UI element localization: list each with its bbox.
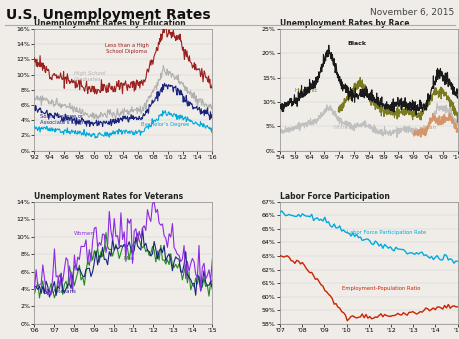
- Text: White: White: [332, 125, 348, 130]
- Text: High School
Graduates: High School Graduates: [73, 72, 105, 82]
- Text: Women: Women: [73, 231, 94, 236]
- Text: Asian: Asian: [421, 125, 437, 130]
- Text: November 6, 2015: November 6, 2015: [369, 8, 453, 18]
- Text: Bachelor's Degree: Bachelor's Degree: [141, 122, 189, 127]
- Text: Unemployment Rates by Race: Unemployment Rates by Race: [279, 19, 409, 28]
- Text: Men: Men: [123, 256, 134, 261]
- Text: Employment-Population Ratio: Employment-Population Ratio: [341, 286, 420, 291]
- Text: Black: Black: [347, 41, 366, 46]
- Text: Labor Force Participation Rate: Labor Force Participation Rate: [347, 230, 426, 235]
- Text: All Veterans: All Veterans: [43, 289, 76, 294]
- Text: U.S. Unemployment Rates: U.S. Unemployment Rates: [6, 8, 210, 22]
- Text: Unemployment Rates by Education: Unemployment Rates by Education: [34, 19, 186, 28]
- Text: Less than a High
School Diploma: Less than a High School Diploma: [105, 43, 149, 54]
- Text: Unemployment Rates for Veterans: Unemployment Rates for Veterans: [34, 192, 183, 201]
- Text: Some College or
Associate's Degree: Some College or Associate's Degree: [40, 114, 90, 125]
- Text: Labor Force Participation: Labor Force Participation: [279, 192, 389, 201]
- Text: Hispanic: Hispanic: [293, 88, 317, 93]
